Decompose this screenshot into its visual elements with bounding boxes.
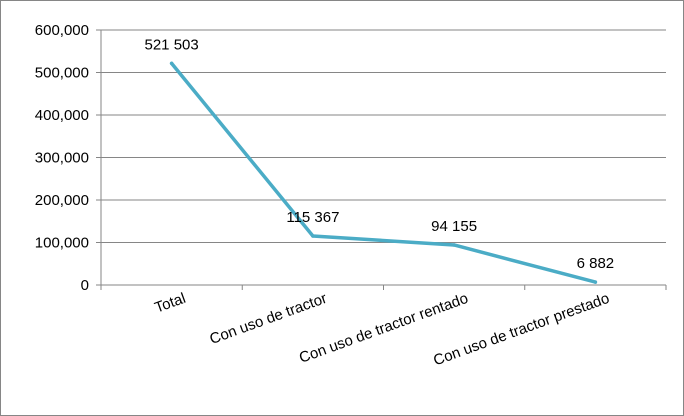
series-line	[169, 61, 598, 284]
data-label: 115 367	[286, 209, 339, 226]
y-tick-label: 200,000	[35, 192, 89, 209]
y-tick-label: 400,000	[35, 107, 89, 124]
x-category-label: Total	[152, 290, 188, 317]
gridlines	[101, 29, 666, 243]
data-labels: 521 503 115 367 94 155 6 882	[145, 36, 615, 272]
y-tick-label: 100,000	[35, 235, 89, 252]
data-label: 94 155	[431, 218, 477, 235]
axes	[96, 29, 667, 290]
data-label: 521 503	[145, 36, 199, 53]
y-tick-label: 300,000	[35, 150, 89, 167]
y-tick-label: 0	[81, 277, 89, 294]
x-category-label: Con uso de tractor	[207, 290, 329, 348]
data-point	[593, 280, 598, 284]
y-axis-tick-labels: 0 100,000 200,000 300,000 400,000 500,000 600,…	[35, 22, 89, 294]
y-tick-label: 500,000	[35, 65, 89, 82]
series-layer	[169, 61, 598, 284]
data-point	[311, 234, 315, 238]
data-point	[169, 61, 174, 66]
data-label: 6 882	[577, 255, 615, 272]
y-tick-label: 600,000	[35, 22, 89, 39]
data-point	[452, 243, 456, 247]
